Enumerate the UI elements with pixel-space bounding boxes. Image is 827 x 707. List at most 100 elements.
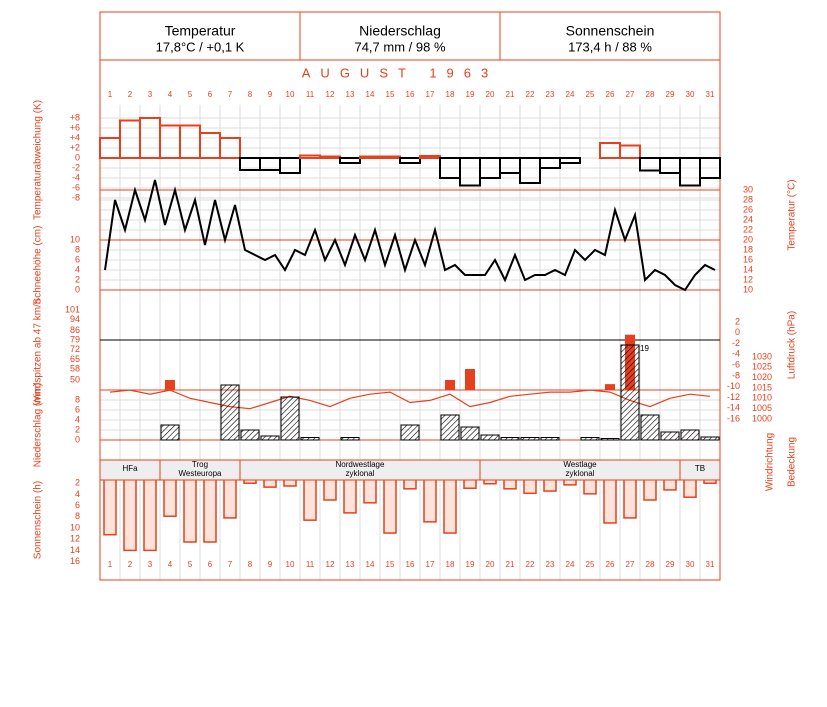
y-tick-label: 16: [70, 556, 80, 566]
chart-title: AUGUST 1963: [302, 65, 498, 80]
precip-bar: [620, 344, 640, 441]
sunshine-bar: [443, 471, 457, 534]
weather-type-label: Trog: [192, 460, 208, 469]
y-axis-label: Niederschlag (mm): [33, 383, 44, 467]
y-tick-label: 6: [75, 500, 80, 510]
pressure-line: [109, 389, 711, 410]
y-tick-label: +4: [70, 132, 80, 142]
x-tick-label: 8: [248, 560, 253, 569]
weather-type-cell: [679, 459, 721, 481]
x-tick-label: 25: [586, 90, 595, 99]
deviation-bar: [639, 157, 661, 172]
precip-bar: [460, 426, 480, 441]
y-tick-label: 8: [75, 244, 80, 254]
y-tick-label: 50: [70, 374, 80, 384]
y-tick-label: 14: [743, 264, 753, 274]
value-label: 19: [640, 344, 649, 353]
y-tick-label: 16: [743, 254, 753, 264]
deviation-bar: [379, 155, 401, 159]
x-tick-label: 18: [446, 90, 455, 99]
x-tick-label: 7: [228, 90, 233, 99]
y-tick-label: 30: [743, 184, 753, 194]
y-axis-label: Windspitzen ab 47 km/h: [33, 299, 44, 406]
deviation-bar: [699, 157, 721, 179]
y-tick-label: -16: [727, 413, 740, 423]
y-tick-label: 1000: [752, 413, 772, 423]
y-tick-label: -2: [732, 338, 740, 348]
y-tick-label: 1010: [752, 393, 772, 403]
y-tick-label: 24: [743, 214, 753, 224]
deviation-bar: [459, 157, 481, 187]
x-tick-label: 27: [626, 560, 635, 569]
x-tick-label: 27: [626, 90, 635, 99]
deviation-bar: [159, 124, 181, 159]
deviation-bar: [199, 132, 221, 159]
x-tick-label: 12: [326, 90, 335, 99]
y2-axis-label: Temperatur (°C): [787, 179, 798, 250]
x-tick-label: 28: [646, 560, 655, 569]
x-tick-label: 5: [188, 560, 193, 569]
weather-type-label: zyklonal: [346, 469, 375, 478]
y-tick-label: -4: [72, 172, 80, 182]
x-tick-label: 30: [686, 90, 695, 99]
x-tick-label: 8: [248, 90, 253, 99]
x-tick-label: 18: [446, 560, 455, 569]
x-tick-label: 26: [606, 90, 615, 99]
x-tick-label: 16: [406, 560, 415, 569]
sunshine-bar: [123, 471, 137, 552]
deviation-bar: [559, 157, 581, 164]
x-tick-label: 16: [406, 90, 415, 99]
y-tick-label: 0: [75, 152, 80, 162]
y-tick-label: 20: [743, 234, 753, 244]
deviation-bar: [659, 157, 681, 174]
precip-bar: [640, 414, 660, 441]
header-value: 173,4 h / 88 %: [568, 39, 652, 54]
x-tick-label: 17: [426, 560, 435, 569]
precip-bar: [160, 424, 180, 441]
y-tick-label: 18: [743, 244, 753, 254]
x-tick-label: 22: [526, 560, 535, 569]
y-tick-label: -8: [72, 192, 80, 202]
y-tick-label: 10: [70, 522, 80, 532]
x-tick-label: 1: [108, 90, 113, 99]
x-tick-label: 6: [208, 560, 213, 569]
wind-bar: [605, 384, 615, 390]
y-tick-label: 0: [75, 434, 80, 444]
precip-bar: [700, 436, 720, 441]
deviation-bar: [339, 157, 361, 164]
x-tick-label: 4: [168, 90, 173, 99]
y-tick-label: +2: [70, 142, 80, 152]
deviation-bar: [679, 157, 701, 187]
x-tick-label: 19: [466, 560, 475, 569]
y-tick-label: 0: [75, 284, 80, 294]
deviation-bar: [219, 137, 241, 159]
y-tick-label: 6: [75, 404, 80, 414]
y-tick-label: -10: [727, 381, 740, 391]
y-tick-label: 1005: [752, 403, 772, 413]
x-tick-label: 20: [486, 560, 495, 569]
deviation-bar: [519, 157, 541, 184]
weather-type-label: HFa: [122, 464, 138, 473]
x-tick-label: 9: [268, 90, 273, 99]
x-tick-label: 31: [706, 90, 715, 99]
x-tick-label: 28: [646, 90, 655, 99]
x-tick-label: 9: [268, 560, 273, 569]
deviation-bar: [179, 124, 201, 159]
wind-bar: [165, 380, 175, 390]
x-tick-label: 29: [666, 90, 675, 99]
precip-bar: [400, 424, 420, 441]
y-tick-label: 22: [743, 224, 753, 234]
x-tick-label: 10: [286, 90, 295, 99]
header-value: 74,7 mm / 98 %: [354, 39, 445, 54]
y-tick-label: 1020: [752, 372, 772, 382]
y-tick-label: 4: [75, 489, 80, 499]
precip-bar: [600, 438, 620, 441]
y-tick-label: 12: [743, 274, 753, 284]
y-tick-label: 6: [75, 254, 80, 264]
precip-bar: [480, 434, 500, 441]
y-tick-label: -6: [72, 182, 80, 192]
sunshine-bar: [143, 471, 157, 552]
x-tick-label: 24: [566, 560, 575, 569]
precip-bar: [500, 437, 520, 441]
